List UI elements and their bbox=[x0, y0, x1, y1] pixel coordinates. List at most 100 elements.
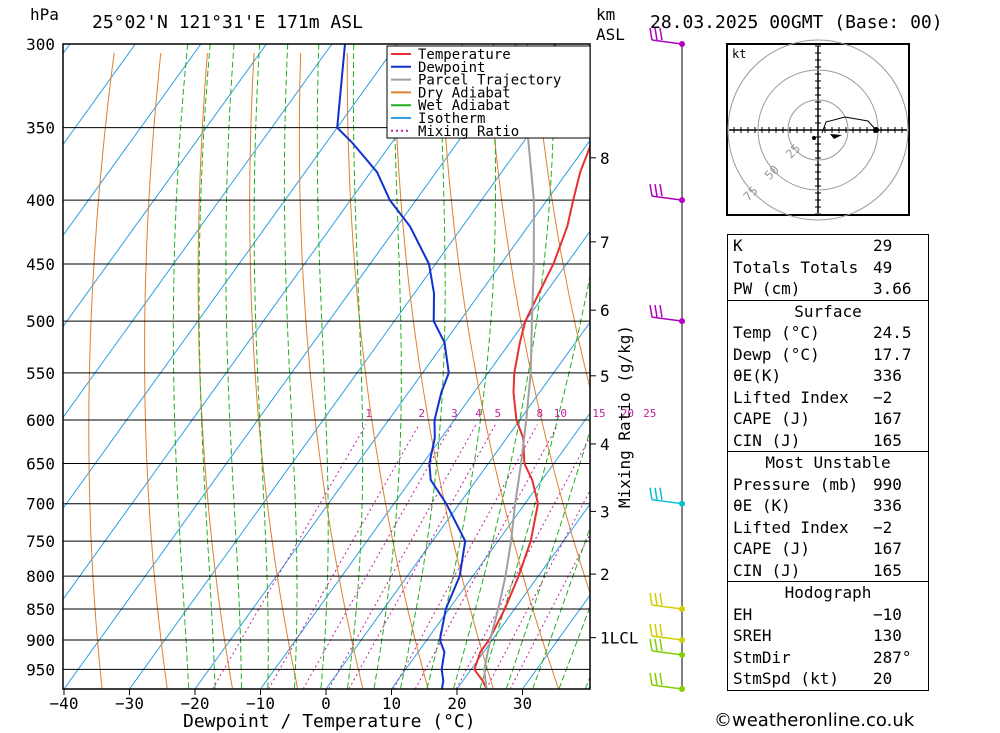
mixing-ratio-tick-label: 4 bbox=[475, 407, 482, 420]
mu-cin-row: CIN (J) 165 bbox=[733, 560, 902, 580]
asl-unit-label: ASL bbox=[596, 25, 625, 44]
mixing-ratio-line bbox=[485, 489, 590, 689]
mixing-ratio-line bbox=[392, 424, 538, 689]
hodograph-header: Hodograph bbox=[728, 581, 928, 604]
wind-barb-feather bbox=[649, 487, 653, 500]
wind-barb-staff bbox=[651, 498, 683, 505]
wet-adiabat-line bbox=[253, 44, 269, 689]
surface-cin-value: 165 bbox=[873, 430, 902, 450]
pressure-tick-label: 600 bbox=[26, 411, 55, 430]
wind-barb-staff bbox=[651, 195, 683, 201]
wet-adiabat-line bbox=[225, 44, 242, 689]
mixing-ratio-tick-label: 10 bbox=[554, 407, 567, 420]
mu-cin-value: 165 bbox=[873, 560, 902, 580]
wind-barb-feather bbox=[649, 638, 653, 652]
wet-adiabat-line bbox=[172, 44, 190, 689]
dry-adiabat-line bbox=[533, 52, 590, 390]
km-tick-label: 7 bbox=[600, 233, 610, 252]
mixing-ratio-tick-label: 8 bbox=[536, 407, 543, 420]
surface-header: Surface bbox=[728, 299, 928, 323]
mixing-ratio-tick-label: 15 bbox=[592, 407, 605, 420]
dry-adiabat-line bbox=[440, 52, 560, 689]
wind-barb-feather bbox=[649, 592, 653, 606]
wind-barb-staff bbox=[651, 39, 683, 45]
stmdir-value: 287° bbox=[873, 647, 912, 667]
km-tick-label: 1LCL bbox=[600, 629, 639, 648]
surface-cin-row: CIN (J) 165 bbox=[733, 430, 902, 450]
pressure-tick-label: 950 bbox=[26, 660, 55, 679]
hodograph-trace bbox=[821, 116, 877, 134]
mixing-ratio-tick-label: 25 bbox=[643, 407, 656, 420]
eh-value: −10 bbox=[873, 604, 902, 624]
dry-adiabat-line bbox=[197, 52, 233, 689]
wind-barb-feather bbox=[649, 27, 653, 41]
x-tick-label: −40 bbox=[50, 694, 79, 713]
surface-temp-value: 24.5 bbox=[873, 323, 912, 342]
wet-adiabat-line bbox=[452, 44, 555, 689]
pressure-tick-label: 850 bbox=[26, 600, 55, 619]
pw-value: 3.66 bbox=[873, 279, 912, 298]
wind-barb-staff bbox=[651, 604, 683, 610]
wind-barb-feather bbox=[654, 592, 658, 606]
wind-barb-staff bbox=[651, 684, 683, 690]
dry-adiabat-line bbox=[144, 52, 168, 689]
pressure-tick-label: 400 bbox=[26, 191, 55, 210]
isotherm-line bbox=[391, 412, 590, 689]
temperature-line bbox=[473, 44, 590, 689]
hodograph-ring bbox=[787, 99, 849, 161]
hodograph-ring bbox=[727, 39, 909, 221]
mixing-ratio-line bbox=[455, 435, 590, 689]
wet-adiabat-line bbox=[479, 273, 590, 689]
legend-label: Dewpoint bbox=[418, 60, 485, 76]
x-tick-label: 0 bbox=[321, 694, 331, 713]
mu-cape-row: CAPE (J) 167 bbox=[733, 539, 902, 558]
mu-theta-row: θE (K) 336 bbox=[733, 496, 902, 515]
pressure-tick-label: 500 bbox=[26, 312, 55, 331]
dry-adiabat-line bbox=[88, 52, 115, 689]
dry-adiabat-line bbox=[298, 52, 364, 689]
isotherm-line bbox=[0, 44, 4, 689]
wind-barb-feather bbox=[659, 672, 663, 686]
wind-barb-feather bbox=[649, 305, 653, 318]
wind-barb-feather bbox=[659, 638, 663, 652]
wind-barb-feather bbox=[654, 638, 658, 652]
datetime-title: 28.03.2025 00GMT (Base: 00) bbox=[650, 12, 943, 33]
km-tick-label: 3 bbox=[600, 502, 610, 521]
surface-theta-value: 336 bbox=[873, 366, 902, 385]
temperature-axis-labels: −40 −30 −20 −10 0 10 20 30 bbox=[50, 689, 532, 713]
mu-theta-value: 336 bbox=[873, 496, 902, 515]
surface-cape-row: CAPE (J) 167 bbox=[733, 409, 902, 428]
mixing-ratio-line bbox=[348, 424, 496, 689]
legend-label: Parcel Trajectory bbox=[418, 73, 561, 89]
legend-label: Isotherm bbox=[418, 111, 485, 127]
isotherm-line bbox=[129, 48, 590, 689]
pressure-tick-label: 350 bbox=[26, 119, 55, 138]
km-tick-label: 5 bbox=[600, 367, 610, 386]
wind-barb-staff bbox=[651, 650, 683, 656]
hodograph-mean-dot bbox=[812, 136, 816, 140]
km-tick-label: 8 bbox=[600, 149, 610, 168]
indices-table: K 29 Totals Totals 49 PW (cm) 3.66 Surface … bbox=[727, 234, 929, 691]
copyright[interactable]: ©weatheronline.co.uk bbox=[714, 710, 915, 731]
wind-barb-feather bbox=[654, 27, 658, 41]
wind-barb-staff bbox=[651, 316, 683, 322]
pressure-tick-label: 300 bbox=[26, 35, 55, 54]
mixing-ratio-tick-label: 2 bbox=[418, 407, 425, 420]
mu-pressure-value: 990 bbox=[873, 474, 902, 494]
wind-barb-axis bbox=[649, 27, 685, 692]
isotherm-line bbox=[63, 44, 202, 237]
sreh-row: SREH 130 bbox=[733, 626, 902, 645]
mixing-ratio-line bbox=[268, 424, 420, 689]
pressure-tick-label: 700 bbox=[26, 495, 55, 514]
dry-adiabat-line bbox=[393, 52, 494, 689]
mixing-ratio-line bbox=[509, 533, 590, 689]
surface-cape-value: 167 bbox=[873, 409, 902, 428]
dewpoint-line bbox=[336, 44, 467, 689]
wind-barb-staff bbox=[651, 635, 683, 641]
isotherm-line bbox=[456, 503, 590, 689]
wind-barb-feather bbox=[649, 672, 653, 686]
most-unstable-header: Most Unstable bbox=[728, 451, 928, 474]
km-axis: 8 7 6 5 4 3 2 1LCL bbox=[590, 149, 639, 648]
